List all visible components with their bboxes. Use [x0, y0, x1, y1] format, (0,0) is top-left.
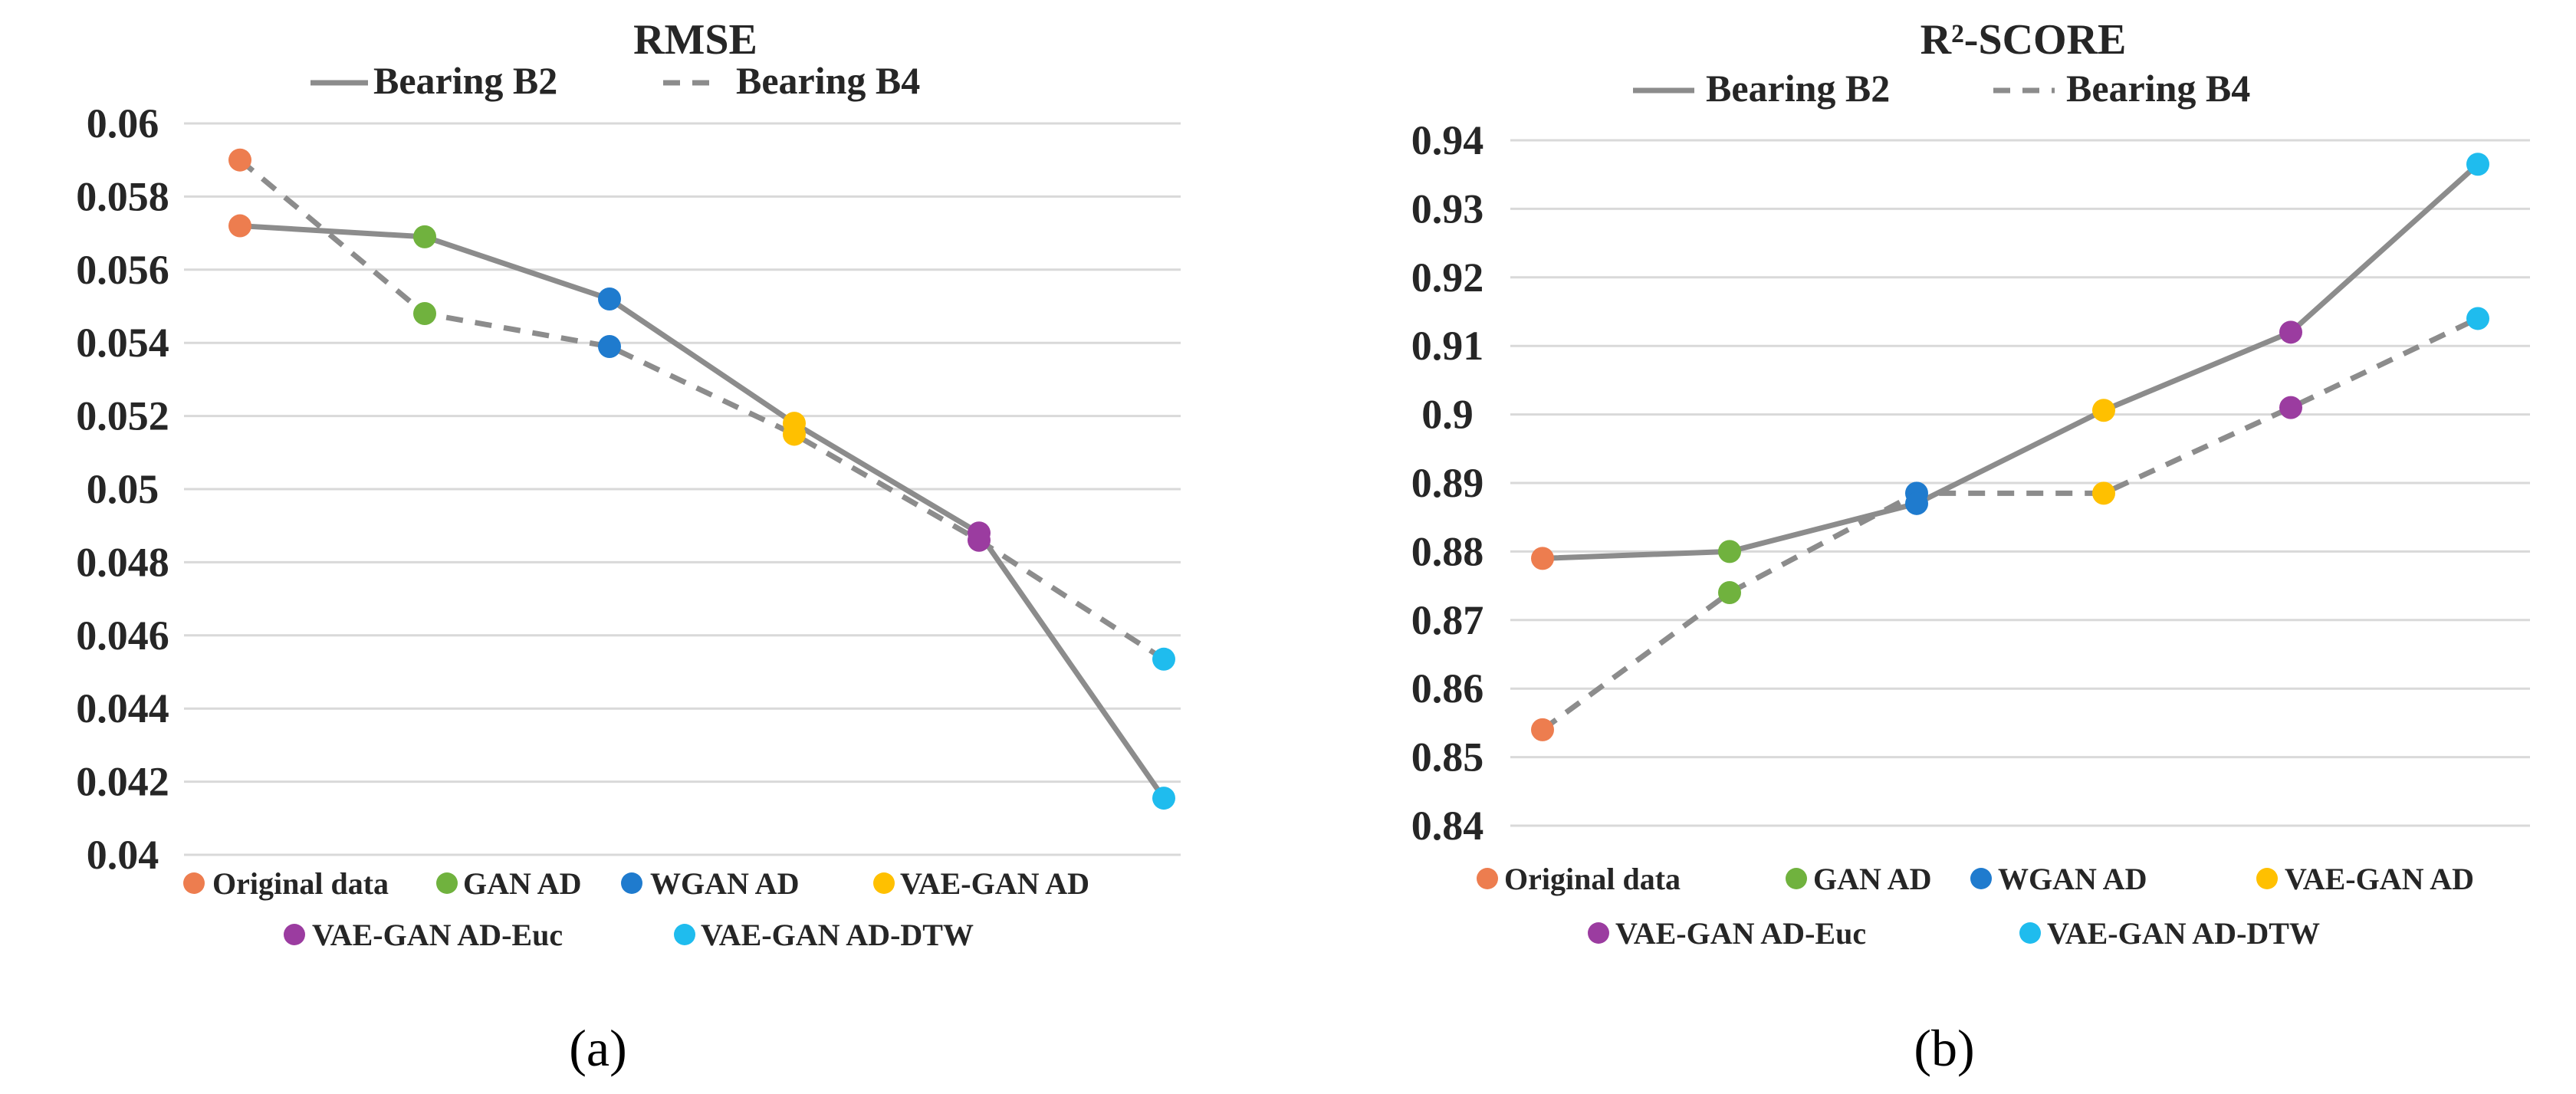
y-tick-label: 0.06 [87, 100, 159, 146]
data-point [1905, 491, 1928, 515]
data-point [413, 225, 436, 248]
legend-series-label: Bearing B4 [736, 59, 920, 102]
chart-title: R²-SCORE [1921, 16, 2127, 64]
legend-point-swatch [621, 872, 642, 894]
data-point [968, 521, 991, 545]
legend-category-label: VAE-GAN AD-Euc [312, 918, 563, 952]
legend-category-label: GAN AD [1813, 862, 1931, 896]
legend-point-swatch [183, 872, 205, 894]
data-point [2092, 399, 2115, 422]
y-tick-label: 0.056 [76, 247, 169, 293]
y-tick-label: 0.058 [76, 173, 169, 219]
legend-point-swatch [2019, 922, 2041, 944]
legend-category-label: Original data [212, 866, 389, 901]
y-tick-label: 0.04 [87, 832, 159, 878]
series-line-solid [239, 223, 1166, 800]
legend-category-label: Original data [1504, 862, 1681, 896]
series-line-solid [1542, 162, 2480, 561]
data-point [1531, 718, 1554, 741]
y-tick-label: 0.88 [1411, 528, 1484, 574]
y-tick-label: 0.91 [1411, 323, 1484, 369]
y-tick-label: 0.92 [1411, 255, 1484, 301]
legend-category-label: VAE-GAN AD-Euc [1615, 916, 1866, 951]
legend-point-swatch [1588, 922, 1609, 944]
legend-series-label: Bearing B2 [373, 59, 557, 102]
y-tick-label: 0.87 [1411, 597, 1484, 643]
y-tick-label: 0.048 [76, 539, 169, 585]
y-tick-label: 0.84 [1411, 803, 1484, 849]
rmse-chart: RMSE 0.04 0.042 0.044 0.046 0.048 0.05 0.052 0.0… [76, 16, 1181, 1077]
data-point [598, 287, 621, 310]
y-tick-label: 0.86 [1411, 665, 1484, 711]
data-point [2466, 153, 2489, 176]
series-line-dashed [238, 158, 1165, 662]
y-tick-label: 0.054 [76, 320, 169, 366]
data-point [1718, 581, 1741, 605]
series-line-dashed [1540, 316, 2479, 732]
data-point [1152, 647, 1175, 671]
data-point [228, 148, 251, 172]
panel-label: (a) [569, 1019, 626, 1077]
y-tick-label: 0.05 [87, 466, 159, 512]
y-tick-label: 0.93 [1411, 186, 1484, 232]
data-point [1718, 540, 1741, 563]
data-point [413, 302, 436, 326]
data-point [2092, 481, 2115, 505]
legend-point-swatch [1477, 868, 1498, 889]
data-point [598, 334, 621, 358]
legend-category-label: WGAN AD [1998, 862, 2147, 896]
legend-point-swatch [2256, 868, 2278, 889]
r2-score-chart: R²-SCORE 0.84 0.85 0.86 0.87 0.88 0.89 0.9 0.91 0… [1411, 16, 2530, 1077]
legend-point-swatch [1970, 868, 1992, 889]
y-tick-label: 0.9 [1421, 392, 1474, 438]
legend-point-swatch [284, 924, 305, 945]
data-point [2466, 307, 2489, 330]
legend-point-swatch [1786, 868, 1807, 889]
data-point [783, 412, 806, 435]
data-point [2279, 320, 2302, 344]
data-point [228, 214, 251, 238]
data-point [1531, 547, 1554, 570]
legend-category-label: VAE-GAN AD-DTW [701, 918, 974, 952]
legend-point-swatch [436, 872, 458, 894]
legend-category-label: VAE-GAN AD [900, 866, 1089, 901]
y-tick-label: 0.044 [76, 685, 169, 731]
legend-category-label: VAE-GAN AD-DTW [2047, 916, 2320, 951]
y-tick-label: 0.042 [76, 759, 169, 805]
legend-point-swatch [674, 924, 695, 945]
legend-category-label: VAE-GAN AD [2285, 862, 2474, 896]
y-tick-label: 0.052 [76, 393, 169, 439]
y-tick-label: 0.85 [1411, 734, 1484, 780]
legend-category-label: WGAN AD [650, 866, 799, 901]
data-point [1152, 787, 1175, 810]
legend-series-label: Bearing B2 [1706, 67, 1890, 110]
legend-category-label: GAN AD [463, 866, 581, 901]
chart-title: RMSE [633, 16, 757, 64]
y-tick-label: 0.046 [76, 613, 169, 659]
legend-point-swatch [873, 872, 895, 894]
y-tick-label: 0.94 [1411, 117, 1484, 163]
y-tick-label: 0.89 [1411, 460, 1484, 506]
legend-series-label: Bearing B4 [2066, 67, 2250, 110]
data-point [2279, 396, 2302, 419]
panel-label: (b) [1914, 1019, 1974, 1077]
